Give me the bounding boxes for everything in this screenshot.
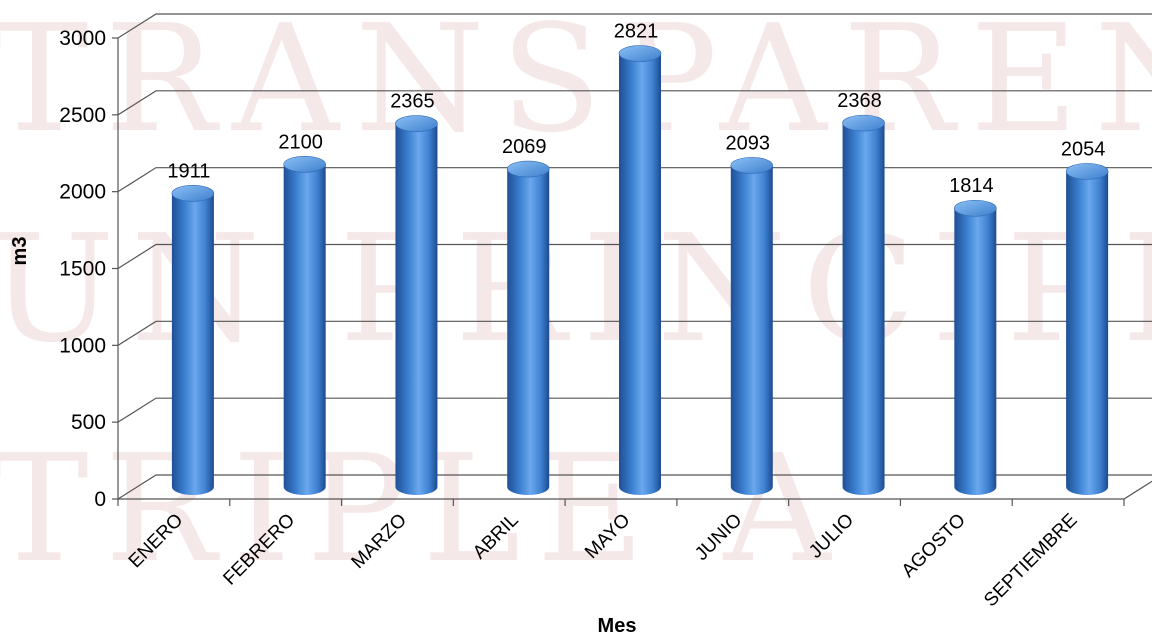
y-tick-label: 0 (94, 488, 106, 511)
gridline-2000 (117, 167, 1152, 193)
gridline-1000 (117, 320, 1152, 346)
bar-body (395, 123, 438, 495)
data-labels: 1911 2100 2365 2069 2821 2093 2368 1814 2054 (167, 21, 1105, 198)
bar-top (506, 160, 550, 178)
data-label: 2821 (614, 21, 659, 43)
data-label: 2054 (1061, 138, 1106, 160)
bar-top (1065, 163, 1109, 180)
data-label: 1911 (167, 160, 210, 182)
gridline-1500 (117, 243, 1152, 270)
bar-top (618, 45, 662, 62)
x-axis-title: Mes (598, 615, 637, 637)
y-tick-label: 2500 (59, 104, 106, 127)
bar-body (954, 208, 997, 496)
bar-mayo (618, 45, 662, 495)
bar-body (730, 165, 773, 495)
gridline-3000 (117, 13, 1152, 39)
x-tick-label: SEPTIEMBRE (980, 510, 1081, 611)
y-tick-label: 2000 (59, 181, 106, 204)
x-tick-label: AGOSTO (898, 510, 970, 582)
bars (171, 45, 1109, 496)
axes (112, 37, 1152, 506)
data-label: 2365 (390, 91, 435, 113)
watermark-line-1: TRANSPAREN (0, 0, 1152, 165)
bar-body (507, 169, 550, 495)
bar-body (283, 164, 326, 496)
y-tick-label: 1500 (59, 258, 106, 281)
bar-body (1066, 171, 1109, 496)
bar-body (171, 193, 214, 495)
bar-septiembre (1065, 163, 1109, 496)
bar-top (171, 185, 215, 202)
bar-julio (842, 114, 885, 495)
data-label: 2069 (502, 136, 547, 158)
y-tick-label: 500 (71, 411, 106, 434)
bar-febrero (283, 156, 326, 496)
bar-agosto (954, 199, 997, 496)
bar-enero (171, 185, 215, 495)
data-label: 1814 (949, 175, 994, 197)
y-axis-title: m3 (9, 237, 31, 266)
bar-top (730, 157, 774, 174)
data-label: 2100 (278, 131, 323, 153)
data-label: 2368 (837, 90, 882, 112)
gridlines (117, 13, 1152, 500)
bar-junio (730, 157, 774, 495)
bar-body (619, 53, 661, 495)
data-label: 2093 (726, 132, 771, 154)
gridline-500 (117, 397, 1152, 423)
bar-marzo (395, 115, 438, 495)
bar-top (283, 156, 326, 173)
bar-abril (506, 160, 550, 495)
gridline-0 (117, 474, 1152, 500)
bar-top (395, 115, 438, 132)
y-tick-label: 3000 (59, 27, 106, 50)
bar-top (842, 114, 885, 132)
bar-top (954, 199, 997, 217)
gridline-2500 (117, 90, 1152, 116)
y-tick-labels: 0 500 1000 1500 2000 2500 3000 (59, 27, 106, 511)
bar-body (842, 123, 885, 495)
y-tick-label: 1000 (59, 334, 106, 357)
